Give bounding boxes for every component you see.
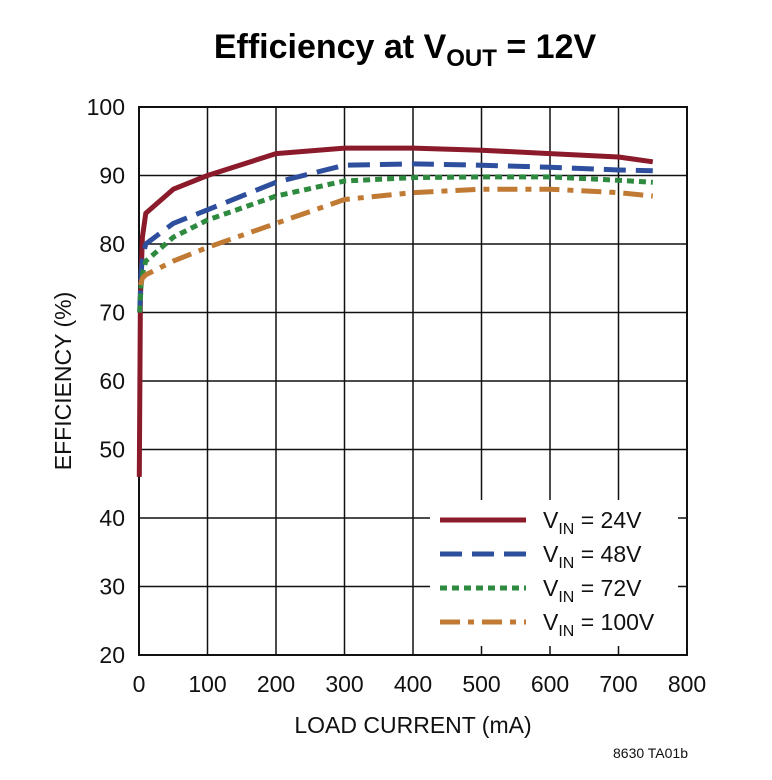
x-tick-label: 400 (394, 671, 432, 697)
x-tick-label: 0 (133, 671, 146, 697)
chart-title-suffix: = 12V (497, 28, 597, 66)
figure-reference: 8630 TA01b (613, 745, 688, 761)
series-line-2 (137, 161, 653, 313)
legend-label-1: VIN = 24V (543, 507, 642, 538)
chart-title: Efficiency at VOUT = 12V (214, 28, 597, 72)
x-tick-labels: 0 100 200 300 400 500 600 700 800 (133, 671, 707, 697)
y-tick-label: 90 (99, 163, 125, 189)
series-line-1 (136, 145, 654, 477)
chart-title-main: Efficiency at V (214, 28, 447, 66)
x-tick-label: 800 (668, 671, 706, 697)
y-tick-label: 30 (99, 574, 125, 600)
y-tick-label: 50 (99, 437, 125, 463)
series-line-4 (138, 186, 654, 286)
y-axis-label: EFFICIENCY (%) (50, 292, 76, 470)
y-tick-label: 40 (99, 505, 125, 531)
x-axis-label: LOAD CURRENT (mA) (294, 712, 531, 738)
y-tick-label: 100 (87, 94, 125, 120)
x-tick-label: 600 (531, 671, 569, 697)
x-tick-label: 500 (462, 671, 500, 697)
y-tick-label: 80 (99, 231, 125, 257)
legend-label-2: VIN = 48V (543, 541, 642, 572)
x-tick-label: 100 (188, 671, 226, 697)
x-tick-label: 700 (599, 671, 637, 697)
y-tick-label: 20 (99, 642, 125, 668)
series-lines (136, 145, 654, 477)
x-tick-label: 200 (257, 671, 295, 697)
y-tick-labels: 20 30 40 50 60 70 80 90 100 (87, 94, 125, 668)
legend-label-4: VIN = 100V (543, 609, 655, 640)
chart-title-sub: OUT (446, 45, 497, 72)
y-tick-label: 60 (99, 368, 125, 394)
legend-label-3: VIN = 72V (543, 575, 642, 606)
series-line-3 (137, 174, 653, 313)
x-tick-label: 300 (325, 671, 363, 697)
y-tick-label: 70 (99, 300, 125, 326)
